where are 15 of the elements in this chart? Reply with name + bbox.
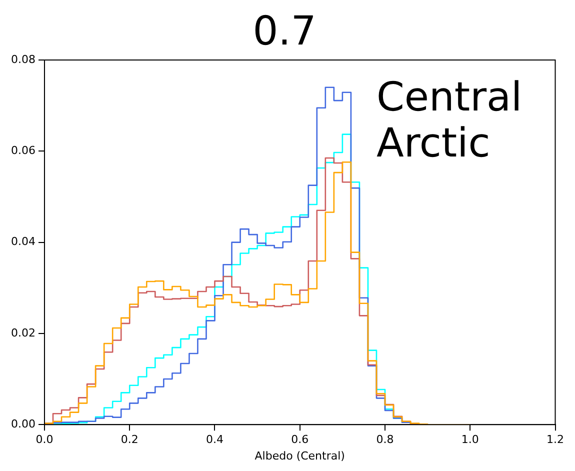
x-tick-label: 0.0 bbox=[36, 433, 54, 446]
x-tick-label: 0.4 bbox=[206, 433, 224, 446]
y-tick-label: 0.08 bbox=[10, 52, 36, 66]
y-tick-label: 0.04 bbox=[10, 235, 36, 248]
annotation: Central Arctic bbox=[376, 74, 522, 166]
y-tick-label: 0.00 bbox=[10, 417, 36, 430]
y-tick-label: 0.06 bbox=[10, 144, 36, 158]
x-tick-label: 0.8 bbox=[376, 433, 394, 446]
x-tick-label: 1.2 bbox=[546, 433, 564, 446]
x-axis-title: Albedo (Central) bbox=[254, 449, 345, 462]
x-tick-label: 1.0 bbox=[461, 433, 479, 446]
y-tick-label: 0.02 bbox=[10, 326, 36, 340]
x-tick-label: 0.2 bbox=[120, 433, 138, 446]
x-tick-label: 0.6 bbox=[291, 433, 309, 446]
chart-title: 0.7 bbox=[252, 8, 316, 54]
